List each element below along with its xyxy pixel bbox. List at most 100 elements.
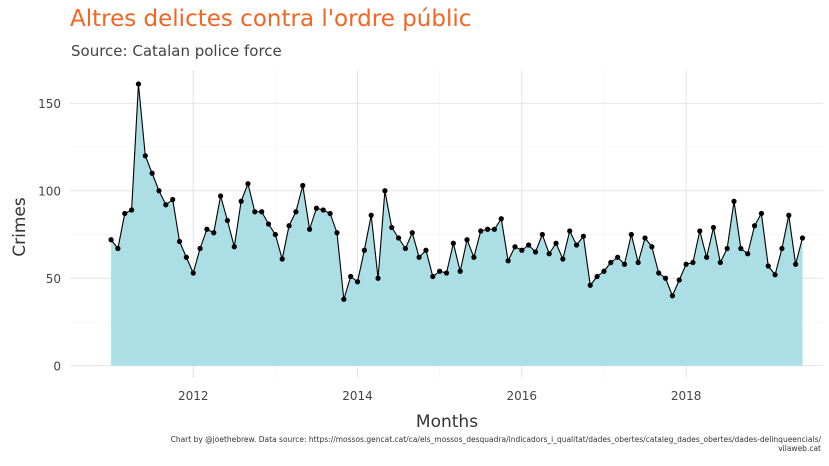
data-point [532,249,539,255]
x-tick-label: 2016 [507,389,538,403]
data-point [142,153,148,159]
data-point [115,245,121,252]
data-point [334,230,340,236]
data-point [669,293,676,299]
data-point [662,275,669,281]
data-point [389,224,395,231]
data-point [361,247,367,253]
data-point [368,212,374,218]
data-point [416,254,422,260]
data-point [560,256,566,262]
x-axis-title: Months [416,412,478,432]
data-point [731,198,737,204]
data-point [539,231,545,238]
data-point [745,251,751,257]
data-point [505,258,511,264]
data-point [443,270,450,276]
data-point [306,226,313,232]
data-point [382,188,388,194]
data-point [272,231,278,238]
data-point [293,209,299,215]
data-point [183,254,189,260]
y-tick-label: 0 [53,359,61,373]
area-layer [111,84,803,366]
chart-caption: Chart by @joethebrew. Data source: https… [61,435,821,453]
data-point [176,238,183,245]
data-point [567,228,573,234]
data-point [252,209,258,215]
y-tick-label: 100 [38,184,61,198]
data-point [464,237,470,243]
data-point [129,207,135,213]
data-point [122,210,128,217]
data-point [375,275,381,281]
data-point [710,224,717,231]
data-point [738,245,744,252]
chart-subtitle: Source: Catalan police force [71,42,282,60]
data-point [395,235,402,241]
data-point [341,296,347,302]
data-point [320,207,326,213]
data-point [231,244,237,250]
data-point [704,254,710,260]
data-point [724,245,730,252]
x-tick-label: 2012 [178,389,209,403]
data-point [594,273,600,280]
data-point [498,216,504,222]
chart-title: Altres delictes contra l'ordre públic [70,6,472,32]
data-point [170,196,176,203]
data-point [642,235,648,241]
data-point [697,228,703,234]
data-point [450,240,456,246]
caption-site: vilaweb.cat [778,444,821,453]
data-point [402,245,409,252]
data-point [779,245,785,252]
data-point [437,268,443,274]
data-point [758,210,764,217]
data-point [793,261,799,267]
data-point [573,242,580,248]
data-point [683,261,689,267]
data-point [313,205,320,211]
data-point [163,202,169,208]
data-points [108,81,806,302]
data-point [656,270,662,276]
data-point [772,272,778,278]
data-point [423,247,429,253]
data-point [108,237,114,243]
data-point [526,242,532,248]
data-point [190,270,196,276]
x-tick-label: 2014 [342,389,373,403]
data-point [587,282,593,288]
data-point [478,228,484,234]
data-point [156,188,162,194]
data-point [615,254,621,260]
data-point [546,251,552,257]
data-point [676,277,682,283]
data-point [348,273,354,280]
data-point [286,223,292,229]
data-point [649,244,655,250]
data-point [601,268,607,274]
data-point [259,209,265,215]
y-tick-label: 50 [46,272,61,286]
data-point [204,226,210,232]
data-point [621,261,628,267]
y-tick-label: 150 [38,97,61,111]
data-point [279,256,285,262]
data-point [211,230,217,236]
caption-source: Chart by @joethebrew. Data source: https… [170,435,821,444]
data-point [635,259,641,266]
data-point [628,231,634,238]
data-point [519,247,525,253]
data-point [135,81,142,87]
data-point [765,263,771,269]
y-axis-title: Crimes [10,197,30,257]
data-point [149,170,155,176]
data-point [717,259,723,266]
data-point [218,193,224,199]
data-point [265,221,272,227]
data-point [238,198,244,204]
data-point [245,181,251,187]
